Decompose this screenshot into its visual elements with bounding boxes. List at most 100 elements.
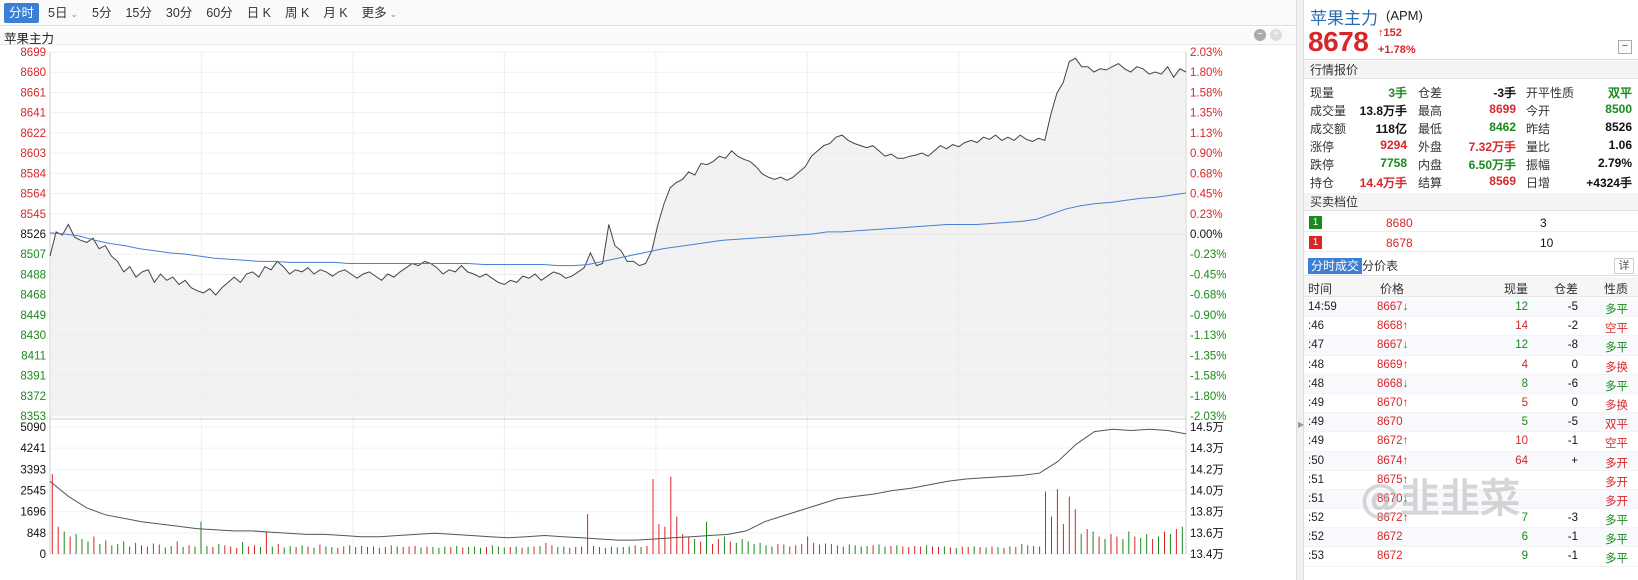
volume-bar <box>1128 531 1130 554</box>
trade-price: 8672 <box>1377 550 1403 563</box>
period-tab[interactable]: 30分 <box>165 5 193 20</box>
volume-bar <box>973 546 975 554</box>
volume-tick-label: 0 <box>40 549 46 561</box>
trade-time: 14:59 <box>1308 301 1337 313</box>
volume-bar <box>949 547 951 554</box>
volume-bar <box>57 526 59 554</box>
volume-bar <box>819 544 820 554</box>
trade-oi-change: 0 <box>1571 358 1578 371</box>
zoom-in-icon[interactable]: + <box>1270 29 1282 41</box>
period-tab[interactable]: 日 K <box>246 5 271 20</box>
buy-level-tag: 1 <box>1309 236 1322 249</box>
quote-label: 昨结 <box>1526 122 1551 136</box>
trade-volume: 8 <box>1521 377 1528 390</box>
volume-bar <box>771 546 773 554</box>
orderbook-row[interactable]: 1 8678 10 <box>1304 232 1638 252</box>
volume-bar <box>610 546 612 554</box>
period-tab[interactable]: 月 K <box>323 5 348 20</box>
sell-level-tag: 1 <box>1309 216 1322 229</box>
volume-tick-label: 2545 <box>20 486 46 498</box>
price-tick-label: 8641 <box>20 108 46 120</box>
period-tab[interactable]: 60分 <box>206 5 233 20</box>
tab-time-sales[interactable]: 分时成交 <box>1308 258 1363 274</box>
trade-nature: 多平 <box>1605 380 1628 393</box>
trade-row: :53 8672 9 -1 多平 <box>1304 547 1638 567</box>
intraday-chart[interactable]: 8699 8680 8661 8641 8622 8603 8584 8564 8545 8526… <box>0 46 1296 580</box>
volume-bar <box>628 546 630 554</box>
period-tab[interactable]: 15分 <box>125 5 152 20</box>
volume-bar <box>343 546 345 554</box>
volume-bar <box>1003 547 1005 554</box>
trade-nature: 空平 <box>1605 323 1628 336</box>
volume-bar <box>676 516 678 554</box>
panel-splitter[interactable]: ▶ <box>1296 0 1304 580</box>
up-arrow-icon: ↑ <box>1402 435 1409 448</box>
volume-bar <box>842 546 844 554</box>
trade-row: 14:59 8667↓ 12 -5 多平 <box>1304 298 1638 318</box>
volume-bar <box>1080 534 1082 554</box>
trade-price: 8668↓ <box>1377 377 1409 390</box>
period-tab[interactable]: 5日 ⌄ <box>48 5 79 20</box>
price-tick-label: 8507 <box>20 249 46 261</box>
volume-bar <box>985 547 987 554</box>
volume-bar <box>777 544 779 554</box>
quote-value: 118亿 <box>1375 122 1407 136</box>
price-line <box>49 57 1187 296</box>
trade-time: :48 <box>1308 358 1324 371</box>
period-tab[interactable]: 5分 <box>92 5 112 20</box>
quote-value: 双平 <box>1607 86 1632 100</box>
minimize-button[interactable]: − <box>1618 40 1632 54</box>
quote-row: 现量 3手 仓差 -3手 开平性质 双平 <box>1304 82 1638 100</box>
volume-bar <box>521 547 523 554</box>
volume-bar <box>260 547 261 554</box>
zoom-out-icon[interactable]: − <box>1254 29 1266 41</box>
volume-bar <box>926 545 928 554</box>
trade-time: :49 <box>1308 416 1324 429</box>
orderbook-volume: 10 <box>1540 236 1554 250</box>
volume-bar <box>265 531 267 554</box>
volume-bar <box>319 544 321 554</box>
volume-bar <box>105 540 107 554</box>
orderbook-volume: 3 <box>1540 216 1547 230</box>
collapse-arrow-icon[interactable]: ▶ <box>1298 420 1305 429</box>
pct-tick-label: -1.58% <box>1190 371 1226 383</box>
trade-price: 8669↑ <box>1377 358 1409 371</box>
quote-panel: 苹果主力 (APM) 8678 ↑152 +1.78% − 行情报价 现量 3手仓… <box>1304 0 1638 580</box>
volume-bar <box>408 546 410 554</box>
tab-price-table[interactable]: 分价表 <box>1362 259 1399 273</box>
price-tick-label: 8584 <box>20 168 46 180</box>
period-toolbar: 分时 5日 ⌄ 5分 15分 30分 60分日 K 周 K 月 K 更多 ⌄ <box>0 0 1296 26</box>
volume-bar <box>141 545 142 554</box>
volume-bar <box>890 546 892 554</box>
trade-table-header: 时间 价格 现量 仓差 性质 <box>1304 277 1638 297</box>
volume-bar <box>402 547 404 554</box>
trade-row: :46 8668↑ 14 -2 空平 <box>1304 317 1638 337</box>
trade-volume: 6 <box>1521 531 1528 544</box>
volume-bar <box>593 546 594 554</box>
volume-bar <box>866 546 868 554</box>
trade-row: :49 8670↑ 5 0 多换 <box>1304 394 1638 414</box>
trade-volume: 9 <box>1521 550 1528 563</box>
volume-bar <box>170 546 172 554</box>
volume-bar <box>1175 529 1177 554</box>
instrument-name[interactable]: 苹果主力 <box>1310 9 1378 28</box>
quote-value: 1.06 <box>1608 138 1632 152</box>
volume-bar <box>789 546 791 554</box>
volume-bar <box>1086 529 1088 554</box>
down-arrow-icon: ↓ <box>1402 492 1409 505</box>
volume-bar <box>664 526 666 554</box>
detail-button[interactable]: 详 <box>1614 258 1634 274</box>
trade-row: :48 8668↓ 8 -6 多平 <box>1304 374 1638 394</box>
trade-nature: 多开 <box>1605 495 1628 508</box>
period-tab[interactable]: 更多 ⌄ <box>361 5 398 20</box>
volume-bar <box>961 546 963 554</box>
volume-bar <box>759 542 761 554</box>
orderbook-row[interactable]: 1 8680 3 <box>1304 212 1638 232</box>
period-tab[interactable]: 分时 <box>4 2 40 23</box>
period-tab[interactable]: 周 K <box>285 5 310 20</box>
price-tick-label: 8372 <box>20 391 46 403</box>
quote-label: 涨停 <box>1310 140 1335 154</box>
volume-bar <box>230 546 232 554</box>
volume-bar <box>563 546 565 554</box>
volume-bar <box>694 539 696 554</box>
